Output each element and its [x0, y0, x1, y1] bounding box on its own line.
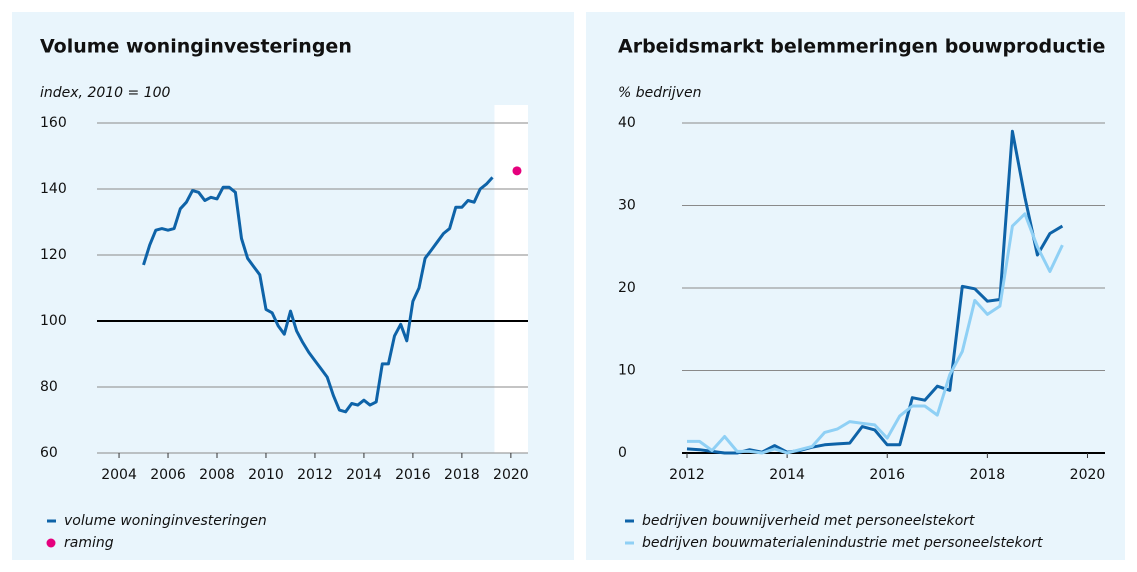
panel	[586, 12, 1125, 560]
legend-label: bedrijven bouwnijverheid met personeelst…	[642, 513, 975, 529]
forecast-area	[494, 105, 528, 453]
x-tick-label: 2020	[493, 467, 529, 483]
chart-title: Volume woninginvesteringen	[40, 36, 352, 58]
x-tick-label: 2020	[1070, 467, 1106, 483]
legend-label: bedrijven bouwmaterialenindustrie met pe…	[642, 535, 1043, 551]
y-tick-label: 120	[40, 247, 67, 263]
y-axis-label: index, 2010 = 100	[40, 85, 171, 101]
y-tick-label: 140	[40, 181, 67, 197]
y-tick-label: 80	[40, 379, 58, 395]
x-tick-label: 2018	[970, 467, 1006, 483]
x-tick-label: 2012	[669, 467, 705, 483]
series-line	[142, 176, 494, 414]
x-tick-label: 2016	[869, 467, 905, 483]
y-axis-label: % bedrijven	[618, 85, 701, 101]
x-tick-label: 2014	[346, 467, 382, 483]
panel	[12, 12, 574, 560]
y-tick-label: 20	[618, 280, 636, 296]
legend-label: volume woninginvesteringen	[64, 513, 267, 529]
y-tick-label: 10	[618, 363, 636, 379]
series-line	[687, 212, 1064, 455]
y-tick-label: 100	[40, 313, 67, 329]
y-tick-label: 60	[40, 445, 58, 461]
y-tick-label: 40	[618, 115, 636, 131]
x-tick-label: 2008	[199, 467, 235, 483]
legend-marker	[46, 538, 56, 548]
y-tick-label: 160	[40, 115, 67, 131]
y-tick-label: 0	[618, 445, 627, 461]
x-tick-label: 2014	[769, 467, 805, 483]
legend-label: raming	[64, 535, 114, 551]
x-tick-label: 2016	[395, 467, 431, 483]
chart-title: Arbeidsmarkt belemmeringen bouwproductie	[618, 36, 1105, 58]
x-tick-label: 2010	[248, 467, 284, 483]
x-tick-label: 2012	[297, 467, 333, 483]
x-tick-label: 2006	[150, 467, 186, 483]
x-tick-label: 2004	[101, 467, 137, 483]
forecast-point	[512, 166, 522, 176]
x-tick-label: 2018	[444, 467, 480, 483]
y-tick-label: 30	[618, 198, 636, 214]
